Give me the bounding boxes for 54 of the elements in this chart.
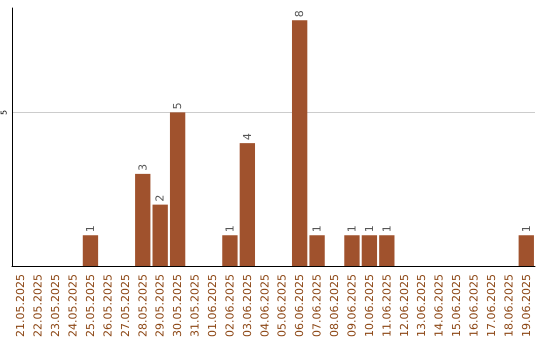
bar bbox=[170, 112, 186, 266]
bar bbox=[309, 235, 325, 266]
x-tick-label: 14.06.2025 bbox=[432, 274, 446, 338]
x-tick-label: 18.06.2025 bbox=[502, 274, 516, 338]
x-tick-label: 04.06.2025 bbox=[258, 274, 272, 338]
data-label: 1 bbox=[84, 225, 97, 232]
x-tick-label: 21.05.2025 bbox=[14, 274, 28, 338]
x-tick-label: 19.06.2025 bbox=[520, 274, 533, 338]
data-label: 5 bbox=[171, 102, 184, 110]
x-tick-label: 23.05.2025 bbox=[49, 274, 62, 338]
x-tick-label: 02.06.2025 bbox=[223, 274, 236, 338]
x-tick-label: 08.06.2025 bbox=[328, 274, 342, 338]
bar bbox=[344, 235, 360, 266]
data-label: 4 bbox=[240, 133, 254, 140]
x-tick-label: 29.05.2025 bbox=[154, 274, 167, 338]
data-label: 1 bbox=[362, 225, 376, 232]
x-tick-label: 09.06.2025 bbox=[345, 274, 358, 338]
x-tick-label: 30.05.2025 bbox=[171, 274, 184, 338]
data-label: 3 bbox=[136, 164, 150, 171]
bar bbox=[222, 235, 238, 266]
x-tick-label: 15.06.2025 bbox=[450, 274, 464, 338]
x-tick-label: 28.05.2025 bbox=[136, 274, 150, 338]
x-tick-label: 22.05.2025 bbox=[32, 274, 45, 338]
x-tick-label: 06.06.2025 bbox=[293, 274, 306, 338]
data-label: 1 bbox=[380, 225, 394, 232]
x-tick-label: 11.06.2025 bbox=[380, 274, 394, 338]
data-label: 1 bbox=[310, 225, 324, 232]
bar bbox=[135, 174, 150, 266]
bar bbox=[152, 204, 168, 266]
x-tick-label: 07.06.2025 bbox=[310, 274, 324, 338]
x-tick-label: 13.06.2025 bbox=[415, 274, 428, 338]
data-label: 8 bbox=[293, 10, 306, 18]
data-label: 1 bbox=[223, 225, 236, 232]
data-label: 1 bbox=[345, 225, 358, 232]
data-label: 1 bbox=[520, 225, 533, 232]
x-tick-label: 17.06.2025 bbox=[484, 274, 498, 338]
x-tick-label: 16.06.2025 bbox=[467, 274, 480, 338]
x-tick-label: 12.06.2025 bbox=[398, 274, 411, 338]
bar bbox=[379, 235, 394, 266]
bar bbox=[292, 20, 308, 266]
x-tick-label: 24.05.2025 bbox=[66, 274, 80, 338]
bar bbox=[518, 235, 534, 266]
x-tick-label: 27.05.2025 bbox=[118, 274, 132, 338]
data-label: 2 bbox=[154, 194, 167, 202]
x-tick-label: 03.06.2025 bbox=[240, 274, 254, 338]
x-tick-label: 01.06.2025 bbox=[206, 274, 219, 338]
bar bbox=[240, 143, 256, 266]
bar bbox=[362, 235, 378, 266]
x-tick-label: 10.06.2025 bbox=[362, 274, 376, 338]
bar bbox=[82, 235, 98, 266]
x-tick-label: 25.05.2025 bbox=[84, 274, 97, 338]
x-tick-label: 26.05.2025 bbox=[101, 274, 114, 338]
x-tick-label: 05.06.2025 bbox=[276, 274, 289, 338]
x-tick-label: 31.05.2025 bbox=[188, 274, 202, 338]
